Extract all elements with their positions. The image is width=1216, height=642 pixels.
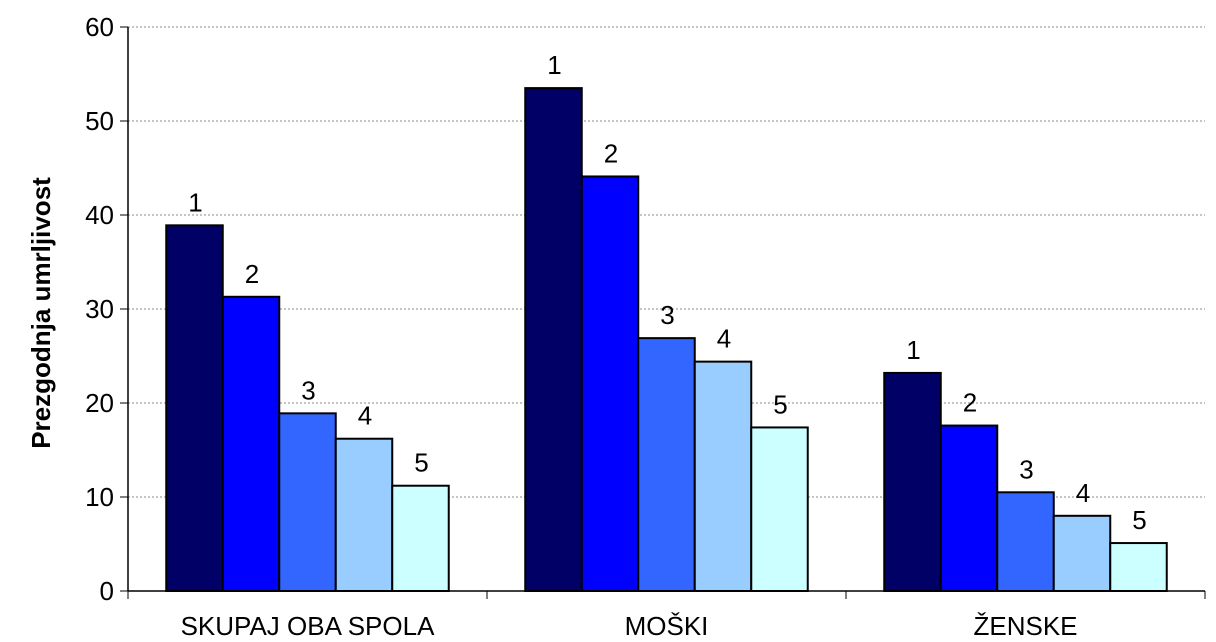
bar-data-label: 3	[660, 300, 674, 330]
bar-data-label: 3	[1019, 454, 1033, 484]
y-tick-label: 60	[85, 12, 114, 42]
bar	[693, 360, 753, 593]
y-axis-title: Prezgodnja umrljivost	[26, 177, 56, 449]
y-tick-label: 0	[100, 576, 114, 606]
bar	[883, 371, 942, 593]
bar-data-label: 2	[963, 388, 977, 418]
bar	[278, 412, 337, 592]
axes	[120, 26, 1206, 599]
bar-data-label: 5	[1132, 505, 1146, 535]
bar	[996, 491, 1055, 592]
bar	[1052, 514, 1112, 592]
bar	[221, 295, 281, 592]
bar	[334, 437, 394, 592]
x-category-label: SKUPAJ OBA SPOLA	[181, 611, 436, 641]
bar-data-label: 5	[773, 389, 787, 419]
y-tick-label: 40	[85, 200, 114, 230]
bar-data-label: 4	[1076, 478, 1090, 508]
bar-data-label: 5	[414, 448, 428, 478]
bar	[524, 87, 583, 592]
x-category-label: MOŠKI	[625, 611, 709, 641]
bar-data-label: 1	[188, 187, 202, 217]
x-category-label: ŽENSKE	[973, 611, 1077, 641]
bar-data-label: 1	[547, 50, 561, 80]
bar	[580, 175, 640, 593]
bar	[165, 224, 224, 592]
y-tick-label: 50	[85, 106, 114, 136]
bar	[939, 424, 999, 592]
bar	[637, 337, 696, 593]
bar-data-label: 3	[301, 375, 315, 405]
y-tick-label: 20	[85, 388, 114, 418]
bar	[1109, 542, 1168, 592]
bar-data-label: 2	[245, 259, 259, 289]
bar	[391, 484, 450, 592]
bar-data-label: 2	[604, 138, 618, 168]
bar-data-label: 1	[906, 335, 920, 365]
y-tick-label: 30	[85, 294, 114, 324]
bars	[165, 87, 1168, 593]
labels: 0 10 20 30 40 50 60 1 2 3 4 5 SKUPAJ OBA SPOLA 1 2 3 4 5 M…	[85, 12, 1147, 641]
bar	[750, 426, 809, 592]
y-tick-label: 10	[85, 482, 114, 512]
bar-data-label: 4	[717, 324, 731, 354]
bar-data-label: 4	[358, 401, 372, 431]
